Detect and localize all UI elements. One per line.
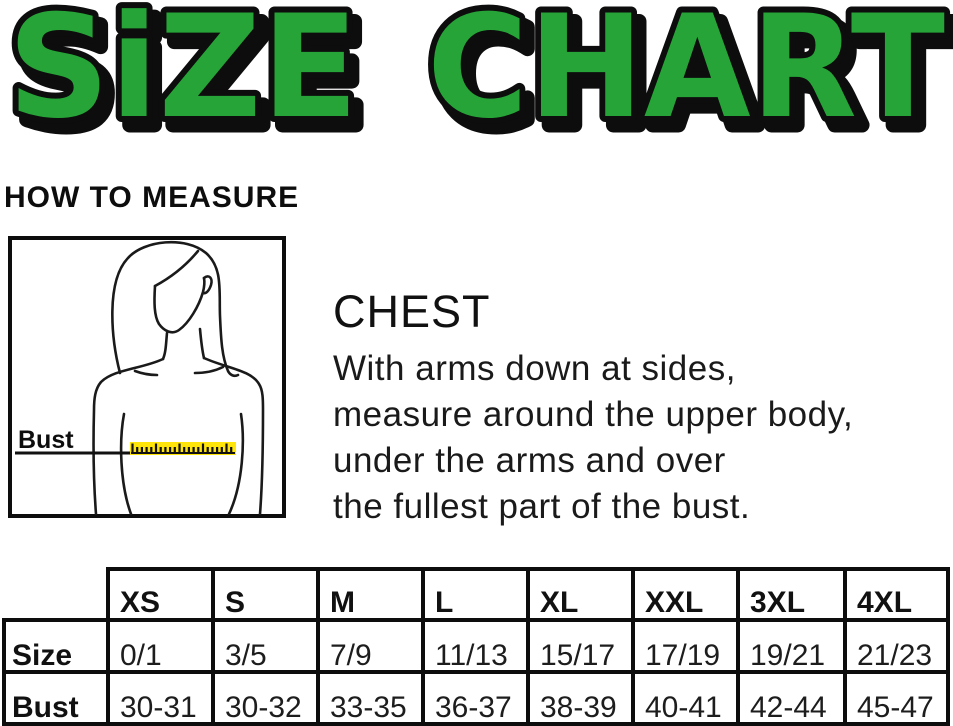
title-shadow: SiZE CHART <box>8 0 953 150</box>
bust-cell: 45-47 <box>857 691 934 724</box>
size-table: XS S M L XL XXL 3XL 4XL Size 0/1 3/5 7/9… <box>2 567 950 726</box>
bust-cell: 40-41 <box>645 691 722 724</box>
bust-cell: 33-35 <box>330 691 407 724</box>
title-art: SiZE CHART SiZE CHART <box>2 0 953 150</box>
table-row-size: Size 0/1 3/5 7/9 11/13 15/17 17/19 19/21… <box>12 639 932 672</box>
table-header-row: XS S M L XL XXL 3XL 4XL <box>120 586 912 619</box>
size-cell: 7/9 <box>330 639 372 672</box>
col-header-xs: XS <box>120 586 160 619</box>
bust-cell: 36-37 <box>435 691 512 724</box>
bust-label: Bust <box>18 426 74 454</box>
size-cell: 17/19 <box>645 639 720 672</box>
size-cell: 3/5 <box>225 639 267 672</box>
table-row-bust: Bust 30-31 30-32 33-35 36-37 38-39 40-41… <box>12 691 934 724</box>
table-grid-lines <box>2 567 950 726</box>
chest-instruction-line: the fullest part of the bust. <box>333 487 751 526</box>
measuring-tape <box>130 442 236 455</box>
bust-cell: 30-32 <box>225 691 302 724</box>
col-header-xxl: XXL <box>645 586 703 619</box>
row-label-size: Size <box>12 639 72 672</box>
page-title-word1: SiZE <box>8 0 359 150</box>
row-label-bust: Bust <box>12 691 79 724</box>
chest-instruction-line: With arms down at sides, <box>333 349 736 388</box>
svg-text:CHART: CHART <box>435 0 953 150</box>
size-cell: 0/1 <box>120 639 162 672</box>
chest-instructions: CHEST With arms down at sides, measure a… <box>333 286 853 530</box>
chest-instruction-line: measure around the upper body, <box>333 395 854 434</box>
svg-text:SiZE: SiZE <box>16 0 367 150</box>
chest-instruction-line: under the arms and over <box>333 441 726 480</box>
col-header-s: S <box>225 586 245 619</box>
how-to-measure-heading: HOW TO MEASURE <box>4 181 300 214</box>
page-title-word2: CHART <box>427 0 945 150</box>
bust-cell: 30-31 <box>120 691 197 724</box>
woman-figure-drawing <box>92 240 265 516</box>
bust-cell: 38-39 <box>540 691 617 724</box>
tape-ruler-ticks <box>131 443 233 453</box>
size-cell: 15/17 <box>540 639 615 672</box>
col-header-l: L <box>435 586 453 619</box>
col-header-4xl: 4XL <box>857 586 912 619</box>
col-header-xl: XL <box>540 586 578 619</box>
size-cell: 11/13 <box>435 639 508 672</box>
size-cell: 21/23 <box>857 639 932 672</box>
col-header-3xl: 3XL <box>750 586 805 619</box>
diagram-frame <box>8 236 286 518</box>
bust-cell: 42-44 <box>750 691 827 724</box>
col-header-m: M <box>330 586 355 619</box>
measure-diagram: Bust <box>8 236 286 518</box>
chest-heading: CHEST <box>333 286 491 337</box>
size-cell: 19/21 <box>750 639 825 672</box>
